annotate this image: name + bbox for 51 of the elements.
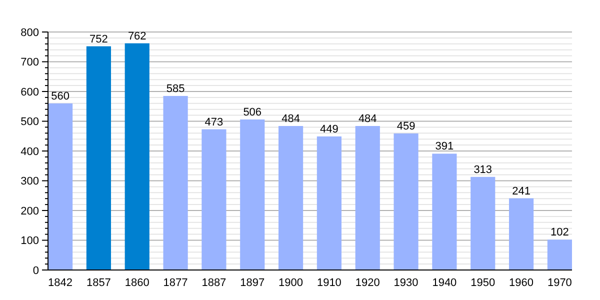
x-tick-label: 1877 (163, 277, 188, 289)
bar (547, 240, 572, 270)
y-tick-label: 300 (20, 176, 39, 188)
bar (508, 198, 534, 270)
x-tick-label: 1930 (394, 277, 418, 289)
data-label: 391 (435, 140, 454, 153)
data-label: 585 (166, 82, 185, 95)
data-label: 506 (243, 106, 262, 118)
bar (86, 46, 112, 270)
bar (432, 154, 457, 270)
data-label: 484 (282, 113, 300, 126)
data-label: 762 (128, 30, 146, 42)
bar (355, 126, 380, 270)
x-tick-label: 1860 (124, 277, 150, 289)
x-tick-label: 1887 (202, 277, 226, 289)
y-tick-label: 400 (20, 146, 39, 158)
data-label: 459 (396, 120, 416, 132)
x-tick-label: 1900 (278, 277, 304, 289)
y-tick-label: 800 (20, 26, 39, 39)
bar (202, 129, 226, 270)
x-tick-label: 1842 (48, 277, 73, 289)
data-label: 241 (512, 185, 530, 198)
y-tick-label: 500 (20, 116, 39, 128)
y-tick-label: 0 (32, 264, 39, 277)
data-label: 560 (51, 90, 70, 102)
x-tick-label: 1950 (470, 277, 496, 289)
data-label: 313 (474, 164, 492, 176)
x-tick-label: 1897 (240, 277, 265, 289)
bar (394, 133, 418, 270)
bar (163, 96, 188, 270)
y-tick-label: 200 (20, 205, 39, 218)
y-tick-label: 600 (20, 86, 39, 98)
data-label: 484 (358, 113, 377, 126)
y-tick-label: 700 (20, 56, 39, 69)
x-tick-label: 1910 (316, 277, 342, 289)
data-label: 449 (320, 123, 338, 136)
bar (470, 176, 496, 270)
x-tick-label: 1940 (432, 277, 457, 289)
x-tick-label: 1970 (547, 277, 572, 289)
data-label: 752 (90, 33, 108, 46)
bar (48, 103, 73, 270)
bar (240, 119, 265, 270)
x-tick-label: 1920 (355, 277, 380, 289)
bar (316, 136, 342, 270)
x-tick-label: 1857 (86, 277, 111, 289)
data-label: 102 (550, 226, 569, 239)
data-label: 473 (204, 116, 224, 128)
x-tick-label: 1960 (509, 277, 534, 289)
y-tick-label: 100 (20, 235, 39, 248)
bar (278, 126, 304, 270)
bar (124, 43, 150, 270)
